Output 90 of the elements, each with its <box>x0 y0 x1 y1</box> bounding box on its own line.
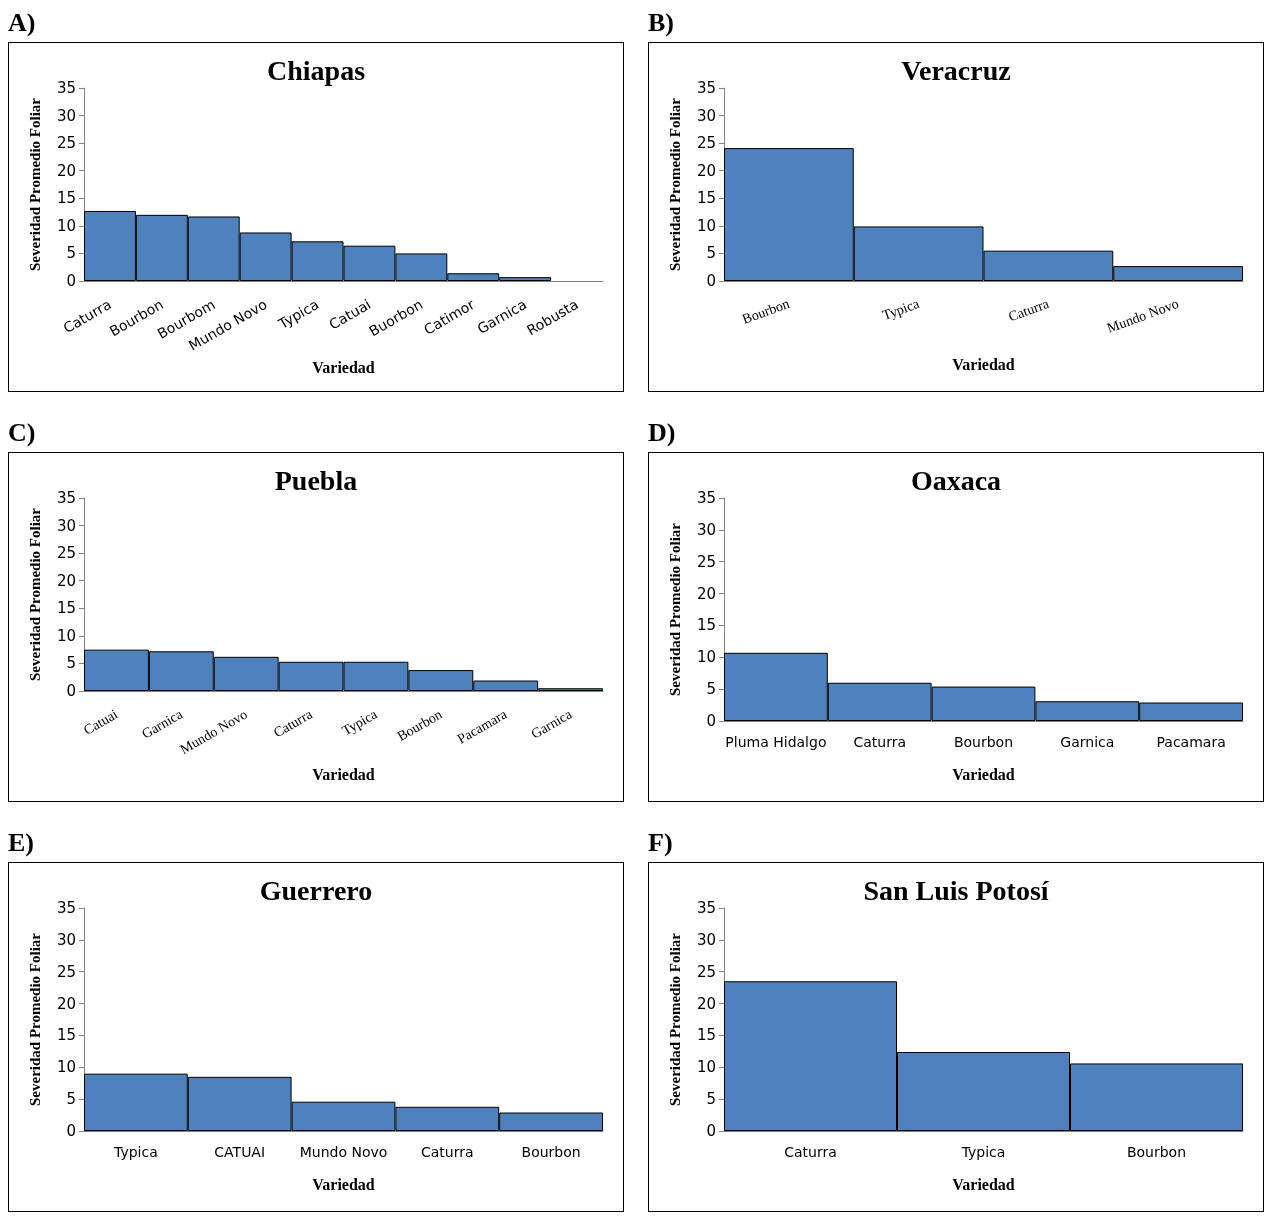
x-axis-title: Variedad <box>952 355 1015 373</box>
y-tick-label: 15 <box>696 1026 716 1045</box>
y-tick-label: 35 <box>696 489 716 507</box>
text: B) <box>648 8 675 39</box>
x-tick-label: Pacamara <box>1156 734 1226 750</box>
y-axis-title: Severidad Promedio Foliar <box>666 522 683 697</box>
x-tick-label: Pluma Hidalgo <box>725 734 827 750</box>
y-tick-label: 5 <box>66 1090 76 1109</box>
y-tick-label: 35 <box>56 489 76 507</box>
x-tick-label: Caturra <box>853 734 906 750</box>
x-tick-label: Mundo Novo <box>1105 295 1181 336</box>
y-tick-label: 0 <box>66 682 76 700</box>
x-tick-label: Bourbon <box>1126 1144 1187 1160</box>
text: D) <box>648 418 677 449</box>
text: F) <box>648 828 674 859</box>
chart-title: Oaxaca <box>910 464 1002 496</box>
chart-title: Guerrero <box>259 874 373 906</box>
y-tick-label: 25 <box>56 962 76 981</box>
y-tick-label: 10 <box>56 1058 76 1077</box>
y-axis-title: Severidad Promedio Foliar <box>26 932 43 1107</box>
y-tick-label: 25 <box>696 552 716 571</box>
chart-title: San Luis Potosí <box>863 874 1050 906</box>
y-tick-label: 5 <box>706 244 716 263</box>
x-axis-title: Variedad <box>312 1175 375 1193</box>
y-tick-label: 35 <box>696 79 716 97</box>
y-tick-label: 0 <box>706 1122 716 1140</box>
x-tick-label: Typica <box>113 1144 158 1160</box>
y-tick-label: 25 <box>56 134 76 153</box>
chart-title: Veracruz <box>901 54 1011 86</box>
x-tick-label: Bourbon <box>953 734 1014 750</box>
y-tick-label: 0 <box>66 272 76 290</box>
y-tick-label: 15 <box>56 599 76 618</box>
y-tick-label: 5 <box>706 680 716 699</box>
y-tick-label: 15 <box>56 1026 76 1045</box>
x-tick-label: Mundo Novo <box>299 1144 388 1160</box>
y-axis-title: Severidad Promedio Foliar <box>26 507 43 682</box>
y-tick-label: 35 <box>696 899 716 917</box>
x-tick-label: Caturra <box>1006 295 1052 325</box>
y-axis-title: Severidad Promedio Foliar <box>666 97 683 272</box>
y-tick-label: 25 <box>696 134 716 153</box>
x-tick-label: Caturra <box>784 1144 837 1160</box>
y-tick-label: 15 <box>696 616 716 635</box>
x-tick-label: Bourbon <box>740 295 792 327</box>
y-tick-label: 30 <box>696 930 716 949</box>
y-tick-label: 20 <box>696 161 716 180</box>
y-tick-label: 20 <box>56 994 76 1013</box>
y-tick-label: 10 <box>696 1058 716 1077</box>
y-tick-label: 30 <box>56 106 76 125</box>
y-tick-label: 20 <box>56 161 76 180</box>
x-tick-label: CATUAI <box>214 1144 266 1160</box>
y-tick-label: 5 <box>706 1090 716 1109</box>
y-tick-label: 15 <box>56 189 76 208</box>
y-tick-label: 10 <box>56 216 76 235</box>
text: A) <box>8 8 37 39</box>
y-axis-title: Severidad Promedio Foliar <box>666 932 683 1107</box>
x-tick-label: Caturra <box>421 1144 474 1160</box>
y-tick-label: 35 <box>56 79 76 97</box>
y-tick-label: 0 <box>706 272 716 290</box>
y-tick-label: 0 <box>66 1122 76 1140</box>
y-tick-label: 15 <box>696 189 716 208</box>
y-tick-label: 10 <box>56 626 76 645</box>
y-tick-label: 30 <box>696 106 716 125</box>
x-axis-title: Variedad <box>312 358 375 376</box>
x-tick-label: Typica <box>339 706 381 739</box>
y-tick-label: 5 <box>66 244 76 263</box>
chart-title: Puebla <box>274 464 358 496</box>
text: C) <box>8 418 37 449</box>
y-tick-label: 20 <box>56 571 76 590</box>
y-tick-label: 10 <box>696 216 716 235</box>
y-tick-label: 30 <box>696 520 716 539</box>
y-tick-label: 5 <box>66 654 76 673</box>
y-tick-label: 20 <box>696 584 716 603</box>
y-tick-label: 30 <box>56 930 76 949</box>
x-tick-label: Bourbon <box>521 1144 581 1160</box>
x-axis-title: Variedad <box>312 765 375 783</box>
y-tick-label: 35 <box>56 899 76 917</box>
y-tick-label: 25 <box>56 544 76 563</box>
x-axis-title: Variedad <box>952 1175 1015 1193</box>
y-tick-label: 0 <box>706 712 716 730</box>
y-axis-title: Severidad Promedio Foliar <box>26 97 43 272</box>
chart-title: Chiapas <box>266 54 366 86</box>
y-tick-label: 30 <box>56 516 76 535</box>
text: E) <box>8 828 35 859</box>
y-tick-label: 25 <box>696 962 716 981</box>
x-axis-title: Variedad <box>952 765 1015 783</box>
y-tick-label: 20 <box>696 994 716 1013</box>
x-tick-label: Typica <box>960 1144 1006 1160</box>
y-tick-label: 10 <box>696 648 716 667</box>
x-tick-label: Garnica <box>1060 734 1115 750</box>
x-tick-label: Typica <box>880 295 922 324</box>
